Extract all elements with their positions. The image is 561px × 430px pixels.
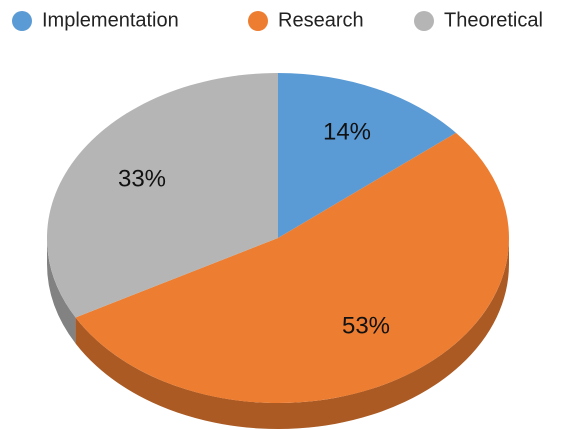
data-label: 14%	[323, 118, 371, 145]
slice	[278, 73, 456, 238]
slice	[75, 132, 509, 404]
slice-side	[46, 238, 76, 344]
legend-marker	[12, 11, 32, 31]
legend-label: Implementation	[42, 9, 179, 31]
legend-label: Research	[278, 9, 364, 31]
slice	[46, 73, 278, 318]
legend-marker	[248, 11, 268, 31]
legend-label: Theoretical	[444, 9, 543, 31]
data-label: 33%	[118, 165, 166, 192]
legend-marker	[414, 11, 434, 31]
slice-side	[75, 238, 509, 430]
data-label: 53%	[342, 312, 390, 339]
